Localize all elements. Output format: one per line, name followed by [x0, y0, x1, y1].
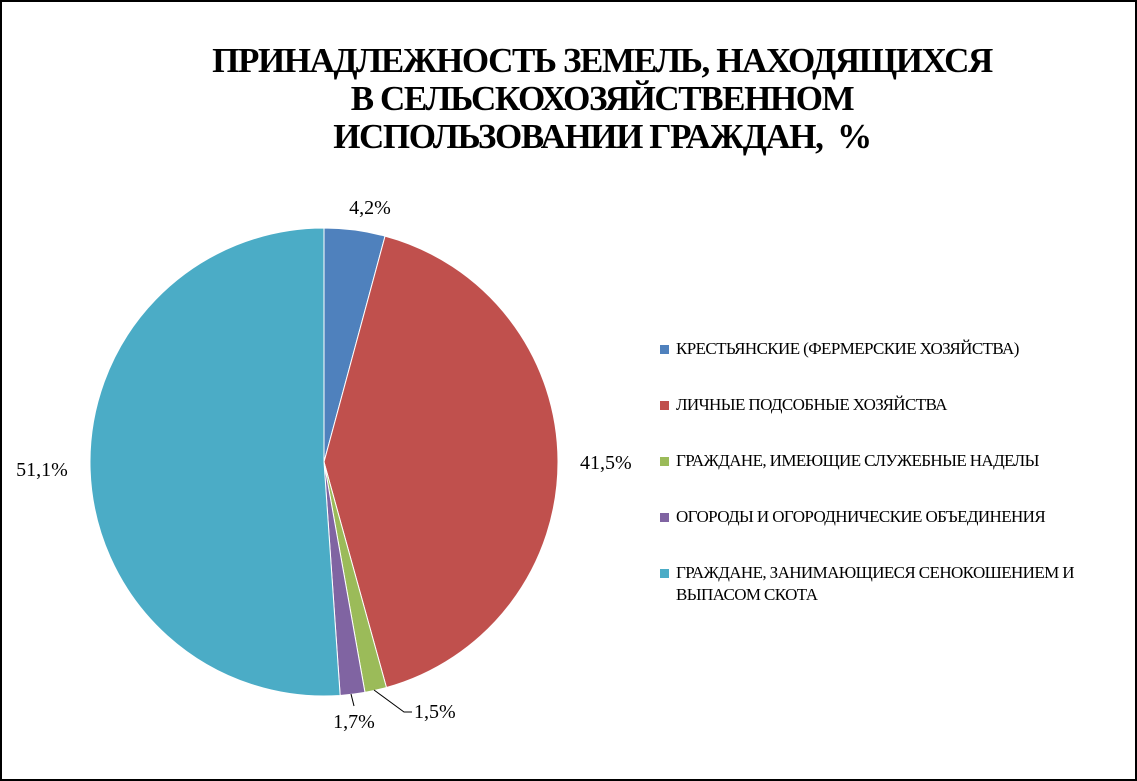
- chart-title-line: ПРИНАДЛЕЖНОСТЬ ЗЕМЕЛЬ, НАХОДЯЩИХСЯ: [212, 41, 993, 80]
- legend-item: ЛИЧНЫЕ ПОДСОБНЫЕ ХОЗЯЙСТВА: [660, 394, 1080, 450]
- data-label: 1,5%: [414, 701, 456, 723]
- data-label: 4,2%: [349, 197, 391, 219]
- legend-swatch: [660, 457, 669, 466]
- data-labels: 4,2% 41,5% 1,5% 1,7% 51,1%: [16, 197, 632, 733]
- data-label: 1,7%: [333, 711, 375, 733]
- legend-swatch: [660, 513, 669, 522]
- leader-line: [373, 689, 412, 713]
- legend: КРЕСТЬЯНСКИЕ (ФЕРМЕРСКИЕ ХОЗЯЙСТВА) ЛИЧН…: [660, 338, 1080, 618]
- pie-slice: [89, 227, 341, 697]
- legend-swatch: [660, 345, 669, 354]
- legend-swatch: [660, 401, 669, 410]
- legend-item: ОГОРОДЫ И ОГОРОДНИЧЕСКИЕ ОБЪЕДИНЕНИЯ: [660, 506, 1080, 562]
- legend-label: ОГОРОДЫ И ОГОРОДНИЧЕСКИЕ ОБЪЕДИНЕНИЯ: [676, 507, 1046, 526]
- pie-slices: [89, 227, 559, 697]
- legend-label: ГРАЖДАНЕ, ИМЕЮЩИЕ СЛУЖЕБНЫЕ НАДЕЛЫ: [676, 451, 1039, 470]
- leader-lines: [350, 689, 412, 713]
- legend-label: ГРАЖДАНЕ, ЗАНИМАЮЩИЕСЯ СЕНОКОШЕНИЕМ И ВЫ…: [676, 563, 1075, 604]
- data-label: 41,5%: [580, 452, 632, 474]
- data-label: 51,1%: [16, 459, 68, 481]
- pie-slice: [323, 235, 559, 689]
- legend-swatch: [660, 569, 669, 578]
- legend-item: ГРАЖДАНЕ, ЗАНИМАЮЩИЕСЯ СЕНОКОШЕНИЕМ И ВЫ…: [660, 562, 1080, 618]
- legend-item: КРЕСТЬЯНСКИЕ (ФЕРМЕРСКИЕ ХОЗЯЙСТВА): [660, 338, 1080, 394]
- chart-title-line: ИСПОЛЬЗОВАНИИ ГРАЖДАН, %: [333, 117, 872, 156]
- leader-line: [350, 693, 355, 707]
- legend-label: КРЕСТЬЯНСКИЕ (ФЕРМЕРСКИЕ ХОЗЯЙСТВА): [676, 339, 1019, 358]
- chart-title-line: В СЕЛЬСКОХОЗЯЙСТВЕННОМ: [350, 79, 855, 118]
- legend-label: ЛИЧНЫЕ ПОДСОБНЫЕ ХОЗЯЙСТВА: [676, 395, 947, 414]
- legend-item: ГРАЖДАНЕ, ИМЕЮЩИЕ СЛУЖЕБНЫЕ НАДЕЛЫ: [660, 450, 1080, 506]
- chart-title: ПРИНАДЛЕЖНОСТЬ ЗЕМЕЛЬ, НАХОДЯЩИХСЯ В СЕЛ…: [152, 42, 1052, 156]
